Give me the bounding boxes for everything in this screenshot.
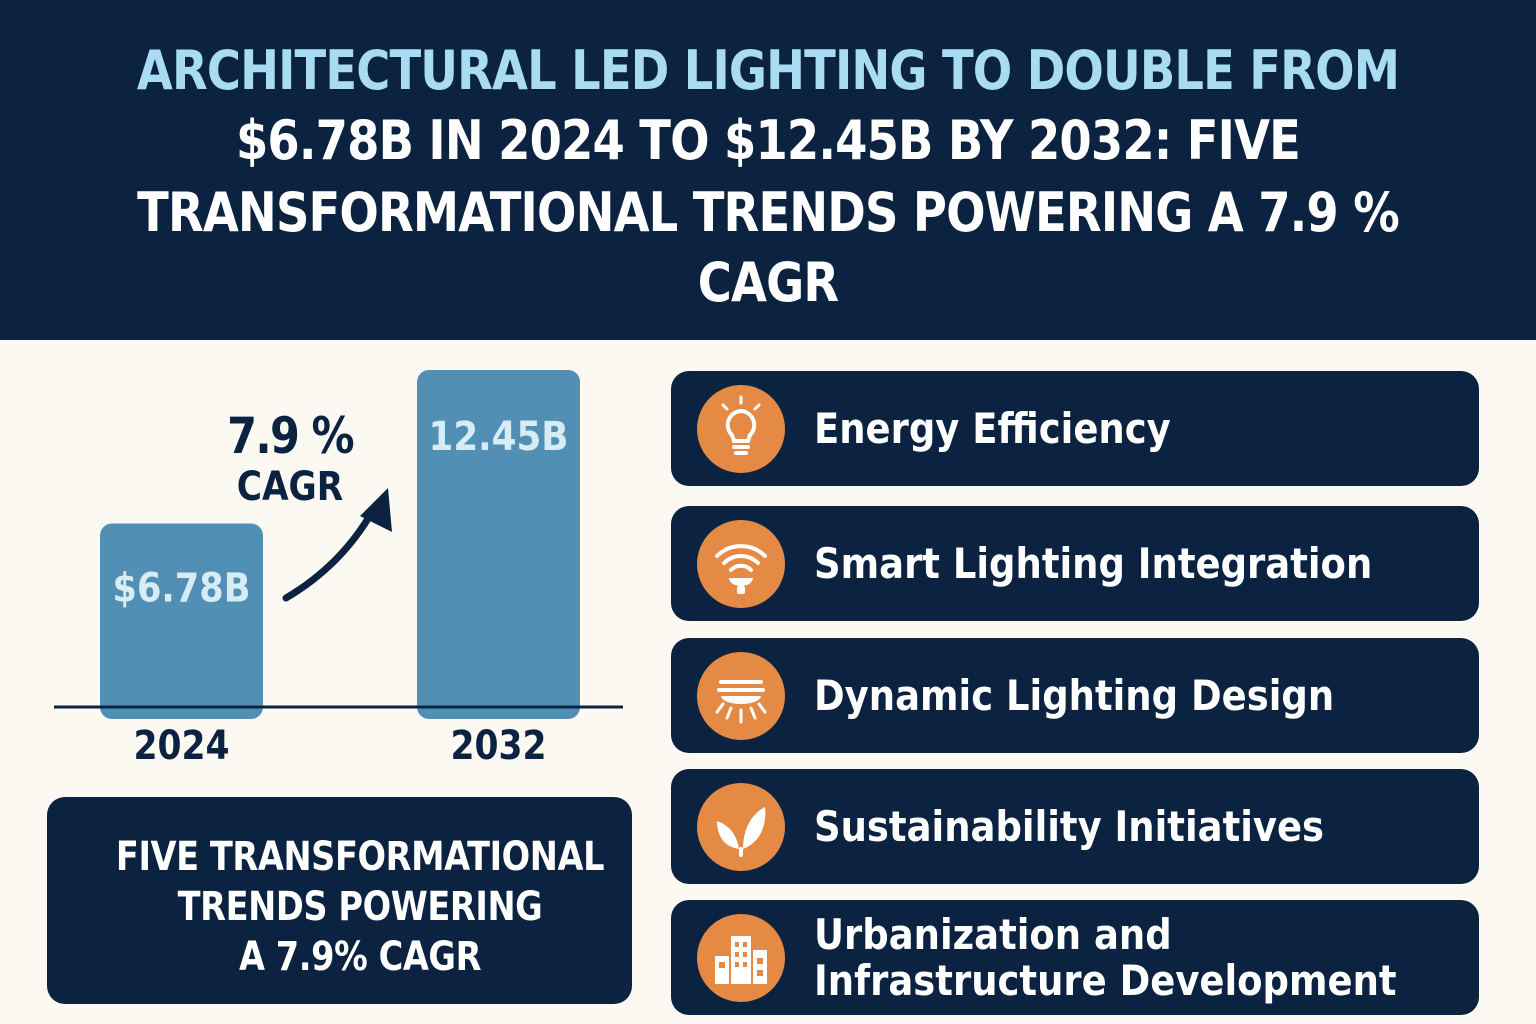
trend-label-line-1: Urbanization and [814, 909, 1172, 959]
trend-label: Sustainability Initiatives [814, 801, 1325, 851]
trend-label: Smart Lighting Integration [814, 538, 1373, 588]
trend-card-dynamic-lighting: Dynamic Lighting Design [671, 638, 1479, 753]
trend-card-smart-lighting: Smart Lighting Integration [671, 506, 1479, 621]
bar-chart: $6.78B 2024 12.45B 2032 [54, 370, 623, 769]
bar-value-label: 12.45B [429, 414, 569, 460]
title-line-2: $6.78B IN 2024 TO $12.45B BY 2032: FIVE [235, 109, 1301, 172]
cagr-label: CAGR [236, 464, 344, 510]
title-line-4: CAGR [697, 251, 839, 314]
lightbulb-icon [697, 385, 785, 473]
title-line-1: ARCHITECTURAL LED LIGHTING TO DOUBLE FRO… [136, 39, 1400, 102]
trend-label-line-2: Infrastructure Development [814, 955, 1397, 1005]
summary-line-1: FIVE TRANSFORMATIONAL [115, 834, 605, 880]
cagr-annotation: 7.9 % CAGR [213, 408, 368, 510]
leaf-icon [697, 783, 785, 871]
bar-2024 [100, 523, 263, 719]
trend-label: Dynamic Lighting Design [814, 670, 1335, 720]
growth-arrow-head [360, 488, 392, 532]
x-tick-label: 2032 [451, 723, 547, 769]
trend-card-sustainability: Sustainability Initiatives [671, 769, 1479, 884]
trend-label: Urbanization and Infrastructure Developm… [814, 900, 1397, 1015]
bar-2032 [417, 370, 580, 719]
growth-arrow [282, 508, 376, 602]
summary-text: FIVE TRANSFORMATIONAL TRENDS POWERING A … [108, 832, 612, 982]
trend-label: Energy Efficiency [814, 403, 1171, 453]
x-tick-label: 2024 [134, 723, 230, 769]
wifi-bulb-icon [697, 520, 785, 608]
summary-line-2: TRENDS POWERING [177, 884, 543, 930]
trend-card-urbanization: Urbanization and Infrastructure Developm… [671, 900, 1479, 1015]
title-line-3: TRANSFORMATIONAL TRENDS POWERING A 7.9 % [137, 181, 1400, 244]
buildings-icon [697, 914, 785, 1002]
header-banner [0, 0, 1536, 340]
light-fixture-icon [697, 652, 785, 740]
summary-box [47, 797, 632, 1004]
summary-line-3: A 7.9% CAGR [238, 934, 482, 980]
bar-value-label: $6.78B [113, 565, 251, 611]
trend-card-energy-efficiency: Energy Efficiency [671, 371, 1479, 486]
cagr-percent: 7.9 % [227, 407, 354, 465]
